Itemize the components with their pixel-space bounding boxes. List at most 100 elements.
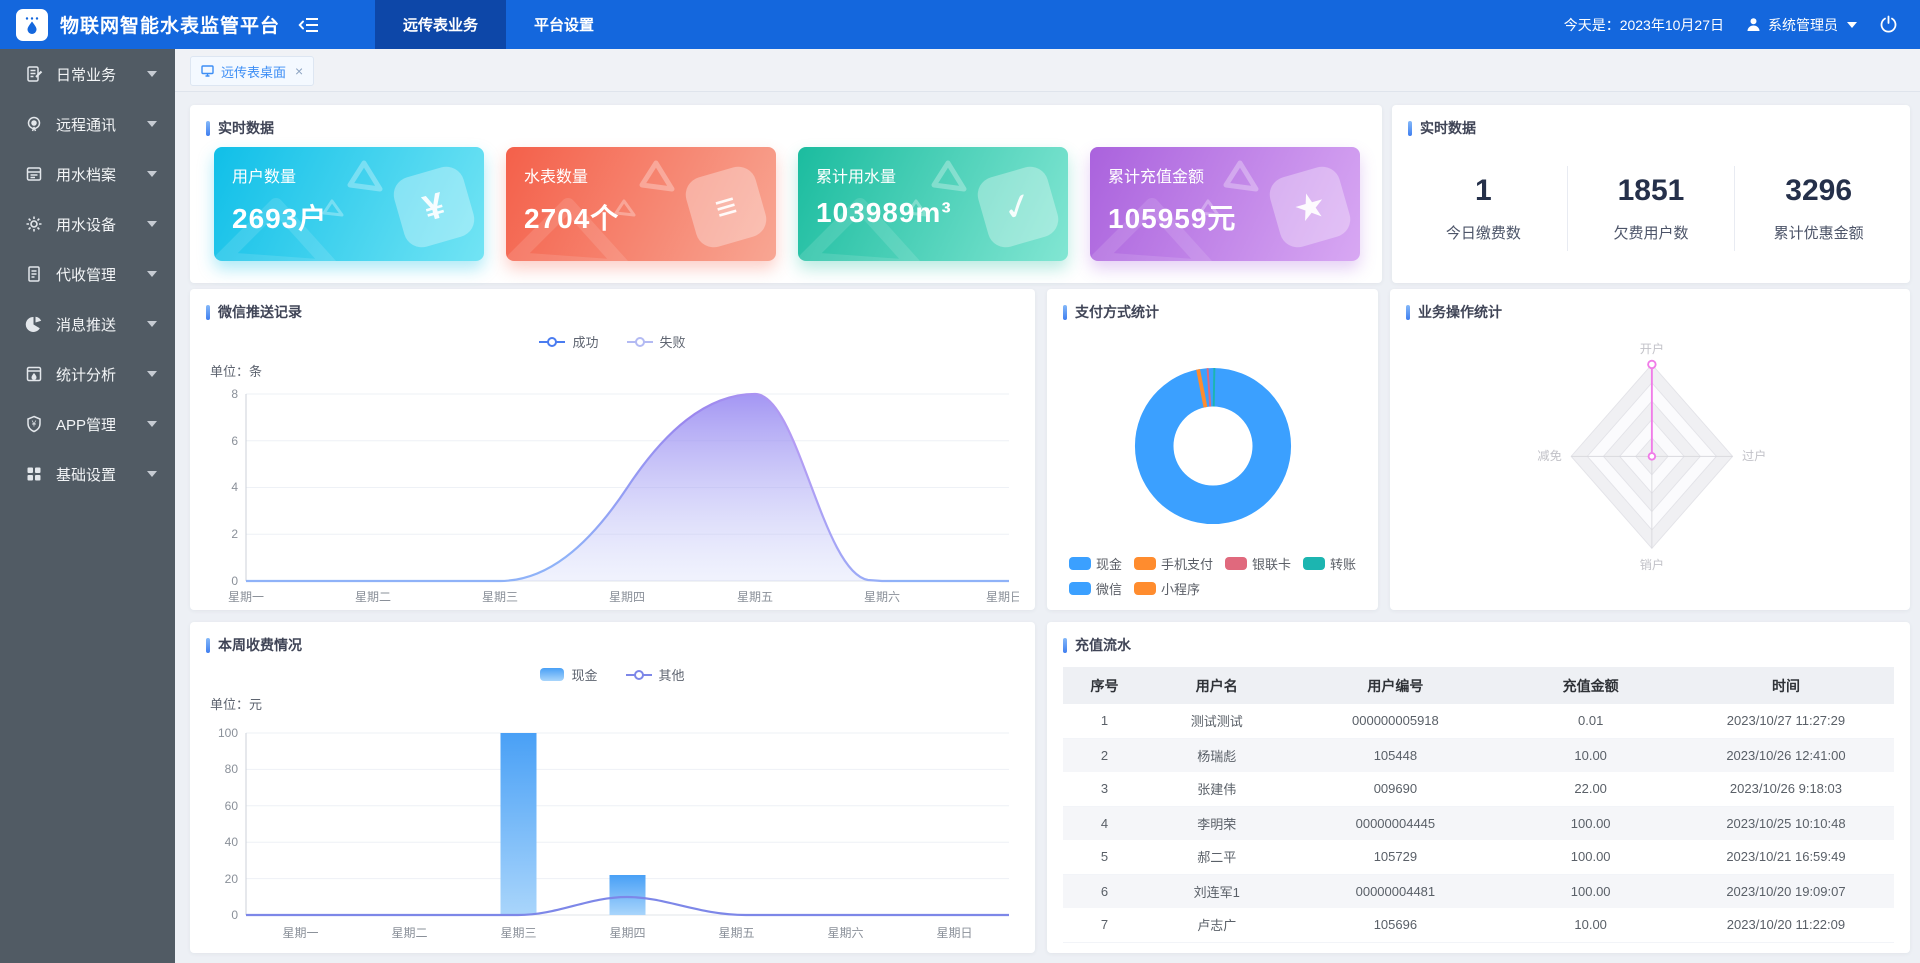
table-row: 5 郝二平 105729 100.00 2023/10/21 16:59:49 xyxy=(1063,840,1894,875)
table-header-row: 序号 用户名 用户编号 充值金额 时间 xyxy=(1063,667,1894,704)
bar-marker-icon xyxy=(540,668,565,681)
panel-title: 微信推送记录 xyxy=(190,289,1035,330)
sidebar-item-stats-analysis[interactable]: 统计分析 xyxy=(0,349,175,399)
panel-title: 本周收费情况 xyxy=(190,622,1035,663)
svg-text:100: 100 xyxy=(218,726,238,740)
sidebar-item-remote-comm[interactable]: 远程通讯 xyxy=(0,99,175,149)
sidebar-item-message-push[interactable]: 消息推送 xyxy=(0,299,175,349)
header-right: 今天是：2023年10月27日 系统管理员 xyxy=(1564,15,1920,35)
svg-text:星期日: 星期日 xyxy=(986,590,1019,604)
legend-item-fail[interactable]: 失败 xyxy=(626,332,686,351)
legend-item-transfer[interactable]: 转账 xyxy=(1303,554,1356,573)
chevron-down-icon xyxy=(147,171,157,177)
power-icon xyxy=(1880,15,1897,33)
sidebar-item-label: 基础设置 xyxy=(56,466,117,484)
payment-methods-panel: 支付方式统计 现金 手机支付 银联卡 转账 微信 小程序 xyxy=(1047,289,1378,610)
sidebar-item-collection-mgmt[interactable]: 代收管理 xyxy=(0,249,175,299)
legend-item-miniprogram[interactable]: 小程序 xyxy=(1134,579,1200,598)
sidebar-item-water-archive[interactable]: 用水档案 xyxy=(0,149,175,199)
line-marker-icon xyxy=(625,669,652,680)
wechat-push-panel: 微信推送记录 成功 失败 单位：条 xyxy=(190,289,1035,610)
svg-text:4: 4 xyxy=(231,480,238,494)
sidebar-item-label: 消息推送 xyxy=(56,316,117,334)
weekly-fees-panel: 本周收费情况 现金 其他 单位：元 100 80 60 40 20 xyxy=(190,622,1035,953)
close-icon[interactable]: × xyxy=(295,63,304,79)
collapse-menu-icon[interactable] xyxy=(298,16,320,34)
svg-text:减免: 减免 xyxy=(1537,448,1561,463)
legend-item-cash[interactable]: 现金 xyxy=(1069,554,1122,573)
line-marker-icon xyxy=(539,336,566,347)
sidebar-item-label: 统计分析 xyxy=(56,366,117,384)
recharge-table: 序号 用户名 用户编号 充值金额 时间 1 测试测试 000000005918 0.0… xyxy=(1063,667,1894,943)
chevron-down-icon xyxy=(147,471,157,477)
svg-text:0: 0 xyxy=(231,574,238,588)
svg-text:20: 20 xyxy=(225,872,239,886)
col-header: 用户名 xyxy=(1146,667,1288,704)
sidebar-item-label: 远程通讯 xyxy=(56,116,117,134)
tab-bar: 远传表桌面 × xyxy=(175,49,1920,92)
stat-card-meters: 水表数量 2704个 ≡ xyxy=(506,147,776,261)
svg-text:星期日: 星期日 xyxy=(936,926,972,940)
svg-text:6: 6 xyxy=(231,434,238,448)
svg-text:星期四: 星期四 xyxy=(609,926,645,940)
stat-today-payments: 1 今日缴费数 xyxy=(1400,166,1567,251)
sidebar: 日常业务 远程通讯 用水档案 用水设备 代收管理 消息推送 统计分析 ¥ APP… xyxy=(0,49,175,963)
svg-text:星期六: 星期六 xyxy=(827,926,863,940)
shield-yen-icon: ¥ xyxy=(24,414,44,434)
legend-item-wechat[interactable]: 微信 xyxy=(1069,579,1122,598)
notebook-pen-icon xyxy=(24,64,44,84)
broadcast-icon xyxy=(24,114,44,134)
card-label: 水表数量 xyxy=(524,169,589,186)
stat-total-discount: 3296 累计优惠金额 xyxy=(1734,166,1902,251)
nav-tab-platform-settings[interactable]: 平台设置 xyxy=(534,17,595,34)
app-logo-icon xyxy=(16,8,48,41)
date-label: 今天是：2023年10月27日 xyxy=(1563,16,1724,33)
stats-row: 1 今日缴费数 1851 欠费用户数 3296 累计优惠金额 xyxy=(1392,166,1910,251)
chevron-down-icon xyxy=(147,271,157,277)
stat-label: 累计优惠金额 xyxy=(1773,225,1864,242)
svg-text:星期一: 星期一 xyxy=(228,590,264,604)
legend-item-other[interactable]: 其他 xyxy=(625,665,685,684)
svg-text:¥: ¥ xyxy=(31,420,37,429)
wechat-area-chart: 8 6 4 2 0 星期一 星期二 星期三 星期四 星期五 星期六 星期日 xyxy=(228,387,1019,604)
logout-button[interactable] xyxy=(1879,15,1898,34)
svg-text:60: 60 xyxy=(225,799,239,813)
app-header: 物联网智能水表监管平台 远传表业务 平台设置 今天是：2023年10月27日 系… xyxy=(0,0,1920,49)
legend-item-cash-bar[interactable]: 现金 xyxy=(540,665,598,684)
sidebar-item-label: APP管理 xyxy=(56,416,117,434)
svg-text:0: 0 xyxy=(231,908,238,922)
chevron-down-icon xyxy=(1847,21,1857,28)
panel-title: 业务操作统计 xyxy=(1390,289,1910,330)
pie-chart-icon xyxy=(24,314,44,334)
table-row: 4 李明荣 00000004445 100.00 2023/10/25 10:10:48 xyxy=(1063,806,1894,840)
stat-value: 1851 xyxy=(1617,174,1685,207)
card-value: 2693户 xyxy=(232,203,328,234)
panel-title: 实时数据 xyxy=(190,105,1382,146)
sidebar-item-water-device[interactable]: 用水设备 xyxy=(0,199,175,249)
sidebar-item-app-mgmt[interactable]: ¥ APP管理 xyxy=(0,399,175,449)
user-menu[interactable]: 系统管理员 xyxy=(1746,15,1857,35)
sidebar-item-daily-business[interactable]: 日常业务 xyxy=(0,49,175,99)
stat-label: 今日缴费数 xyxy=(1445,225,1521,242)
svg-text:星期六: 星期六 xyxy=(864,590,900,604)
svg-text:40: 40 xyxy=(225,835,239,849)
card-label: 用户数量 xyxy=(232,169,297,186)
legend-item-success[interactable]: 成功 xyxy=(539,332,599,351)
chevron-down-icon xyxy=(147,421,157,427)
col-header: 时间 xyxy=(1677,667,1894,704)
sidebar-item-basic-settings[interactable]: 基础设置 xyxy=(0,449,175,499)
svg-text:星期三: 星期三 xyxy=(482,590,518,604)
user-name: 系统管理员 xyxy=(1768,16,1838,33)
meter-icon xyxy=(24,364,44,384)
weekly-bar-chart: 100 80 60 40 20 0 星期一 星期二 星期三 星期四 星期五 星期… xyxy=(218,726,1009,940)
nav-tab-remote-meter-business[interactable]: 远传表业务 xyxy=(375,0,507,49)
svg-text:过户: 过户 xyxy=(1742,448,1766,463)
legend-item-unionpay[interactable]: 银联卡 xyxy=(1225,554,1291,573)
unit-label: 单位：元 xyxy=(210,697,263,712)
sidebar-item-label: 用水档案 xyxy=(56,166,117,184)
person-icon xyxy=(1747,18,1760,31)
legend-item-mobile-pay[interactable]: 手机支付 xyxy=(1134,554,1213,573)
business-radar-chart: 开户 过户 销户 减免 xyxy=(1537,341,1766,572)
tab-remote-desktop[interactable]: 远传表桌面 × xyxy=(190,56,315,86)
payment-donut-chart xyxy=(1134,367,1291,525)
